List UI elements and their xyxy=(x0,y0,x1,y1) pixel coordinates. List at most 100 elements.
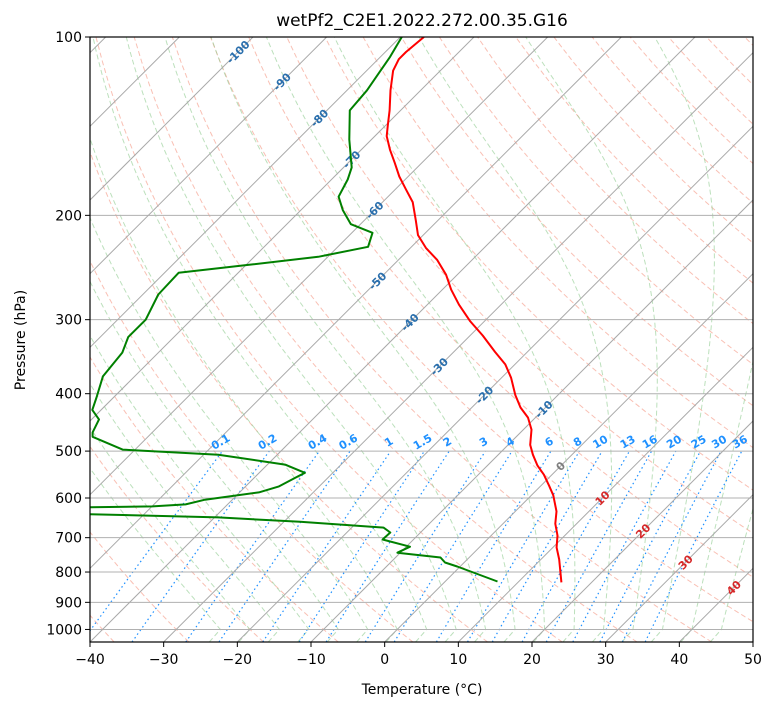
isotherm-line xyxy=(90,37,475,422)
moist-adiabat-line xyxy=(90,426,251,642)
y-tick-label: 100 xyxy=(55,30,82,46)
mixing-ratio-line xyxy=(90,450,223,632)
moist-adiabat-line xyxy=(90,216,369,642)
isotherm-line xyxy=(90,37,254,201)
y-tick-label: 300 xyxy=(55,313,82,329)
isotherm-line xyxy=(163,51,753,642)
dry-adiabat-line xyxy=(706,37,753,86)
x-tick-label: −10 xyxy=(296,652,326,668)
dry-adiabat-line xyxy=(90,445,264,642)
mixing-ratio-label: 30 xyxy=(709,432,729,451)
mixing-ratio-line xyxy=(262,450,392,642)
isotherm-line xyxy=(384,272,753,642)
mixing-ratio-line xyxy=(131,450,270,642)
mixing-ratio-label: 0.4 xyxy=(306,431,330,452)
mixing-ratio-label: 0.1 xyxy=(209,432,232,453)
isotherm-line xyxy=(90,37,328,275)
moist-adiabat-line xyxy=(680,358,753,642)
mixing-ratio-line xyxy=(218,450,351,642)
x-tick-label: 40 xyxy=(670,652,688,668)
moist-adiabat-line xyxy=(90,334,310,642)
dry-adiabat-line xyxy=(133,37,638,642)
dry-adiabat-line xyxy=(171,37,712,642)
moist-adiabat-line xyxy=(333,37,576,642)
background-lines xyxy=(90,37,753,642)
mixing-ratio-label: 8 xyxy=(571,435,584,450)
x-tick-label: −40 xyxy=(75,652,105,668)
isotherm-line xyxy=(531,420,753,642)
mixing-ratio-line xyxy=(599,450,702,642)
dry-adiabat-line xyxy=(591,37,753,204)
mixing-ratio-line xyxy=(466,450,580,642)
x-tick-label: 10 xyxy=(449,652,467,668)
isotherm-line xyxy=(90,37,401,349)
mixing-ratio-label: 20 xyxy=(664,432,684,451)
dry-adiabat-line xyxy=(248,37,753,578)
isotherm-label: -100 xyxy=(224,38,253,67)
mixing-ratio-line xyxy=(621,450,722,642)
y-tick-label: 900 xyxy=(55,595,82,611)
mixing-ratio-line xyxy=(298,450,425,642)
x-tick-label: 20 xyxy=(523,652,541,668)
x-tick-label: −30 xyxy=(149,652,179,668)
isotherm-line xyxy=(752,641,753,642)
mixing-ratio-line xyxy=(572,450,677,642)
moist-adiabat-line xyxy=(709,507,753,642)
moist-adiabat-line xyxy=(90,382,281,642)
y-tick-label: 600 xyxy=(55,491,82,507)
mixing-ratio-line xyxy=(435,450,552,642)
y-tick-label: 500 xyxy=(55,444,82,460)
moist-adiabat-line xyxy=(210,37,516,642)
y-tick-label: 700 xyxy=(55,531,82,547)
dry-adiabat-line xyxy=(744,37,753,47)
y-tick-label: 800 xyxy=(55,565,82,581)
moist-adiabat-line xyxy=(125,37,457,642)
dry-adiabat-line xyxy=(515,37,753,284)
moist-adiabat-line xyxy=(90,136,398,642)
dry-adiabat-line xyxy=(90,259,414,642)
mixing-ratio-label: 13 xyxy=(618,433,638,452)
mixing-ratio-label: 25 xyxy=(689,433,709,452)
moist-adiabat-line xyxy=(90,280,339,642)
mixing-ratio-label: 10 xyxy=(591,432,611,451)
mixing-ratio-label: 1 xyxy=(382,435,395,450)
dry-adiabat-line xyxy=(95,37,563,642)
sounding-traces xyxy=(90,37,563,583)
dry-adiabat-line xyxy=(90,356,339,642)
moist-adiabat-line xyxy=(418,37,613,642)
dry-adiabat-line xyxy=(90,150,488,642)
dewpoint-trace xyxy=(90,37,498,583)
isotherm-line xyxy=(90,37,622,570)
mixing-ratio-line xyxy=(185,450,320,642)
x-tick-label: 0 xyxy=(380,652,389,668)
plot-frame xyxy=(89,36,754,643)
x-tick-label: 30 xyxy=(597,652,615,668)
dry-adiabat-line xyxy=(438,37,753,366)
mixing-ratio-line xyxy=(393,450,513,642)
isotherm-line xyxy=(90,37,549,496)
dry-adiabat-line xyxy=(400,37,753,407)
moist-adiabat-line xyxy=(90,467,222,642)
isotherm-line xyxy=(310,199,753,642)
mixing-ratio-line xyxy=(325,450,450,642)
temperature-trace xyxy=(385,37,563,583)
isotherm-line xyxy=(236,125,753,642)
mixing-ratio-label: 16 xyxy=(640,432,660,451)
dry-adiabat-line xyxy=(362,37,753,449)
dry-adiabat-line xyxy=(210,37,753,623)
isotherm-line xyxy=(605,493,753,642)
dry-adiabat-line xyxy=(90,531,190,642)
y-tick-label: 200 xyxy=(55,208,82,224)
moist-adiabat-line xyxy=(164,37,487,642)
moist-adiabat-line xyxy=(650,37,715,642)
x-tick-label: 50 xyxy=(744,652,762,668)
moist-adiabat-line xyxy=(265,37,546,642)
x-tick-label: −20 xyxy=(223,652,253,668)
isotherm-line xyxy=(90,37,696,642)
moist-adiabat-line xyxy=(92,37,428,642)
axes: −40 −30 −20 −10 0 10 20 30 40 5010020030040050060… xyxy=(46,30,762,668)
isotherm-line xyxy=(678,567,753,642)
y-tick-label: 1000 xyxy=(46,622,82,638)
x-axis-label: Temperature (°C) xyxy=(361,682,483,698)
